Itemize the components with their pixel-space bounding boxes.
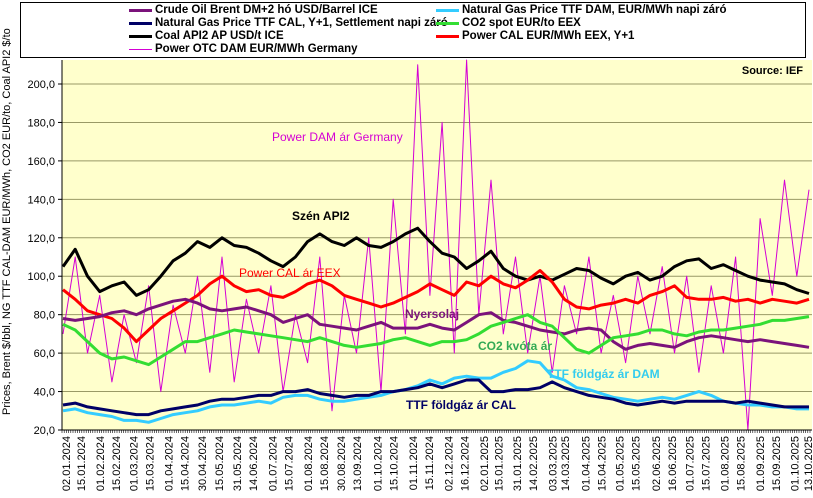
annotation-label: TTF földgáz ár CAL: [406, 398, 516, 412]
legend-label: Crude Oil Brent DM+2 hó USD/Barrel ICE: [155, 4, 378, 16]
x-tick-label: 15.08.2025: [736, 436, 748, 491]
x-tick-label: 01.04.2025: [580, 436, 592, 491]
annotation-label: CO2 kvóta ár: [478, 339, 552, 353]
x-tick-label: 01.11.2024: [408, 436, 420, 490]
x-tick-label: 15.08.2024: [319, 436, 331, 491]
x-tick-label: 03.03.2025: [547, 436, 559, 491]
legend-swatch: [436, 21, 459, 25]
annotations: Power DAM ár Germany Szén API2 Power CAL á…: [239, 130, 660, 412]
x-tick-label: 30.04.2024: [197, 436, 209, 491]
x-tick-label: 30.08.2024: [336, 436, 348, 491]
legend-swatch: [436, 34, 459, 38]
y-axis-label: Prices, Brent $/bbl, NG TTF CAL-DAM EUR/…: [1, 28, 13, 415]
y-tick-label: 40,0: [34, 387, 55, 399]
x-tick-label: 01.05.2025: [615, 436, 627, 491]
legend-label: Natural Gas Price TTF CAL, Y+1, Settleme…: [155, 17, 448, 29]
x-tick-label: 16.06.2025: [667, 436, 679, 491]
x-tick-label: 01.02.2024: [95, 436, 107, 491]
legend-label: Power OTC DAM EUR/MWh Germany: [155, 43, 358, 55]
y-tick-label: 180,0: [27, 117, 55, 129]
x-tick-labels: 02.01.2024 15.01.2024 01.02.2024 15.02.2024…: [61, 436, 813, 491]
x-tick-label: 31.01.2025: [512, 436, 524, 491]
x-tick-label: 15.05.2024: [214, 436, 226, 491]
series-line-0: [62, 297, 810, 351]
x-tick-label: 02.01.2024: [61, 436, 73, 491]
legend-item-co2: CO2 spot EUR/to EEX: [436, 17, 581, 29]
x-tick-label: 15.04.2025: [596, 436, 608, 491]
legend-item-ttf-dam: Natural Gas Price TTF DAM, EUR/MWh napi …: [436, 4, 727, 16]
x-tick-label: 01.10.2025: [789, 436, 801, 491]
y-tick-label: 120,0: [27, 233, 55, 245]
x-tick-label: 01.08.2025: [720, 436, 732, 491]
x-tick-label: 15.01.2025: [494, 436, 506, 491]
legend-swatch: [129, 48, 152, 50]
annotation-label: TTF földgáz ár DAM: [547, 367, 660, 381]
x-tick-label: 16.12.2024: [459, 436, 471, 491]
x-tick-label: 01.07.2025: [684, 436, 696, 491]
x-tick-label: 02.01.2025: [479, 436, 491, 491]
x-tick-label: 13.10.2025: [803, 436, 813, 491]
legend: Crude Oil Brent DM+2 hó USD/Barrel ICE N…: [20, 2, 806, 58]
x-tick-label: 01.03.2024: [128, 436, 140, 491]
y-tick-label: 140,0: [27, 194, 55, 206]
y-tick-label: 20,0: [34, 425, 55, 437]
x-tick-label: 13.09.2024: [352, 436, 364, 491]
legend-swatch: [436, 8, 459, 12]
x-tick-label: 31.05.2024: [232, 436, 244, 491]
y-tick-label: 200,0: [27, 79, 55, 91]
x-tick-label: 15.01.2024: [76, 436, 88, 491]
legend-label: Power CAL EUR/MWh EEX, Y+1: [462, 30, 635, 42]
x-tick-label: 01.10.2024: [373, 436, 385, 491]
y-tick-label: 60,0: [34, 348, 55, 360]
legend-item-power-dam: Power OTC DAM EUR/MWh Germany: [129, 43, 358, 55]
y-tick-label: 80,0: [34, 310, 55, 322]
x-tick-label: 15.07.2024: [284, 436, 296, 491]
annotation-label: Power DAM ár Germany: [272, 130, 403, 144]
series-group: [61, 59, 810, 431]
series-line-1: [62, 378, 809, 417]
x-tick-label: 15.10.2024: [389, 436, 401, 491]
x-tick-label: 14.06.2024: [248, 436, 260, 491]
x-tick-label: 15.09.2025: [771, 436, 783, 491]
y-tick-labels: 20,0 40,0 60,0 80,0 100,0 120,0 140,0 160,0 180,…: [27, 79, 62, 437]
x-tick-label: 15.04.2024: [180, 436, 192, 491]
x-tick-label: 01.07.2024: [268, 436, 280, 491]
legend-label: CO2 spot EUR/to EEX: [462, 17, 581, 29]
x-tick-label: 01.04.2024: [164, 436, 176, 491]
legend-item-ttf-cal: Natural Gas Price TTF CAL, Y+1, Settleme…: [129, 17, 448, 29]
annotation-label: Power CAL ár EEX: [239, 266, 341, 280]
series-line-5: [62, 313, 810, 367]
series-line-4: [62, 359, 809, 424]
y-tick-label: 100,0: [27, 271, 55, 283]
annotation-label: Nyersolaj: [405, 307, 459, 321]
x-tick-label: 01.08.2024: [303, 436, 315, 491]
series-line-2: [61, 226, 810, 297]
legend-item-brent: Crude Oil Brent DM+2 hó USD/Barrel ICE: [129, 4, 378, 16]
legend-label: Coal API2 AP USD/t ICE: [155, 30, 284, 42]
x-tick-label: 15.03.2024: [144, 436, 156, 491]
legend-swatch: [129, 34, 152, 38]
x-tick-label: 14.02.2025: [528, 436, 540, 491]
legend-item-power-cal: Power CAL EUR/MWh EEX, Y+1: [436, 30, 634, 42]
x-tick-label: 15.11.2024: [424, 436, 436, 490]
x-tick-label: 02.12.2024: [443, 436, 455, 491]
annotation-label: Szén API2: [292, 209, 350, 223]
x-tick-label: 02.06.2025: [651, 436, 663, 491]
legend-label: Natural Gas Price TTF DAM, EUR/MWh napi …: [462, 4, 727, 16]
legend-item-coal: Coal API2 AP USD/t ICE: [129, 30, 284, 42]
x-tick-label: 01.09.2025: [755, 436, 767, 491]
plot-background: [62, 60, 812, 430]
legend-swatch: [129, 21, 152, 25]
x-tick-label: 14.03.2025: [560, 436, 572, 491]
legend-swatch: [129, 8, 152, 12]
series-line-6: [62, 269, 810, 344]
x-tick-label: 15.05.2025: [631, 436, 643, 491]
axes: [61, 60, 812, 433]
source-label: Source: IEF: [741, 65, 803, 77]
x-tick-label: 15.02.2024: [111, 436, 123, 491]
x-tick-label: 15.07.2025: [700, 436, 712, 491]
y-tick-label: 160,0: [27, 156, 55, 168]
